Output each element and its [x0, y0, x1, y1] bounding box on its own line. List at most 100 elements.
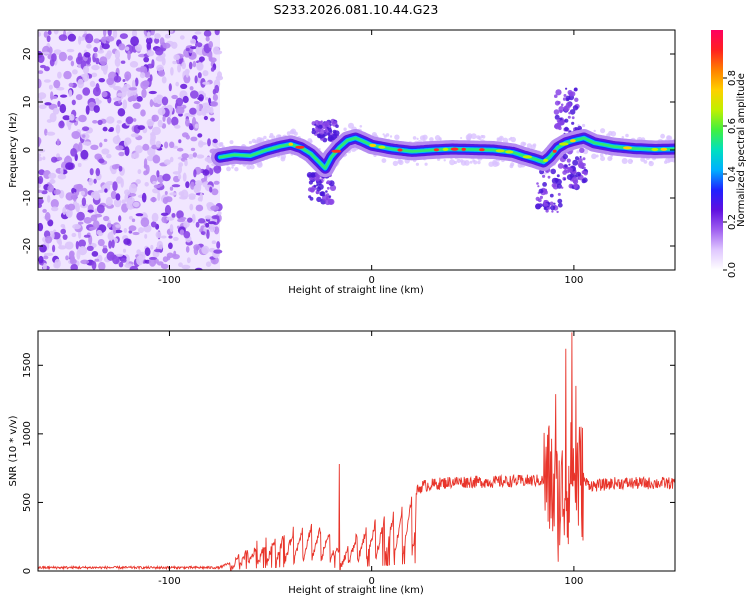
- noise-blob: [213, 180, 220, 185]
- noise-blob: [93, 105, 100, 113]
- ridge-halo: [591, 153, 597, 160]
- noise-blob: [190, 90, 199, 99]
- noise-blob: [159, 182, 163, 187]
- noise-blob: [93, 213, 103, 218]
- colorbar: 0.0 0.2 0.4 0.6 0.8 Normalized spectral ampl…: [711, 30, 747, 278]
- ridge-halo: [226, 166, 231, 172]
- noise-blob: [138, 227, 144, 234]
- x-tick-label: 0: [368, 576, 374, 587]
- noise-blob: [94, 192, 101, 201]
- ridge-disturbance: [315, 126, 318, 129]
- ridge-hotspot: [505, 150, 514, 154]
- ridge-disturbance: [553, 202, 556, 205]
- colorbar-label: Normalized spectral amplitude: [736, 73, 747, 227]
- noise-blob: [101, 148, 110, 155]
- ridge-halo: [498, 135, 504, 141]
- noise-blob: [65, 255, 69, 261]
- noise-blob: [161, 216, 169, 224]
- noise-blob: [188, 193, 196, 199]
- ridge-halo: [280, 153, 287, 160]
- noise-blob: [148, 90, 157, 95]
- noise-blob: [177, 173, 182, 180]
- ridge-hotspot: [450, 147, 459, 151]
- ridge-hotspot: [442, 147, 449, 151]
- noise-blob: [127, 96, 133, 103]
- noise-blob: [57, 173, 67, 180]
- noise-blob: [46, 131, 56, 136]
- ridge-halo: [248, 140, 252, 145]
- noise-blob: [98, 158, 105, 164]
- noise-blob: [192, 152, 198, 158]
- ridge-disturbance: [543, 202, 549, 207]
- noise-blob: [172, 171, 181, 175]
- ridge-disturbance: [549, 193, 554, 198]
- noise-blob: [150, 197, 157, 203]
- noise-blob: [47, 30, 52, 35]
- ridge-disturbance: [335, 124, 339, 128]
- noise-blob: [115, 145, 124, 151]
- y-tick-label: 0: [22, 147, 33, 153]
- noise-blob: [193, 244, 201, 251]
- ridge-disturbance: [554, 114, 560, 120]
- noise-blob: [212, 138, 218, 144]
- snr-frame: [37, 330, 676, 572]
- ridge-disturbance: [316, 196, 322, 203]
- noise-blob: [128, 87, 137, 91]
- ridge-hotspot: [543, 158, 549, 162]
- y-tick-label: 20: [22, 48, 33, 61]
- noise-blob: [132, 102, 140, 109]
- noise-blob: [144, 247, 151, 257]
- noise-blob: [82, 73, 90, 82]
- noise-blob: [78, 246, 88, 256]
- noise-blob: [141, 192, 147, 203]
- ridge-disturbance: [571, 116, 575, 120]
- ridge-halo: [582, 123, 586, 128]
- noise-blob: [71, 131, 81, 139]
- noise-blob: [211, 188, 219, 196]
- ridge-disturbance: [556, 183, 563, 189]
- noise-blob: [89, 80, 96, 87]
- noise-blob: [46, 35, 51, 43]
- noise-blob: [209, 186, 213, 193]
- noise-blob: [127, 88, 134, 99]
- noise-blob: [192, 60, 197, 68]
- noise-blob: [196, 102, 200, 113]
- ridge-hotspot: [433, 148, 439, 152]
- noise-blob: [175, 81, 179, 87]
- noise-blob: [209, 224, 216, 233]
- noise-blob: [94, 52, 98, 59]
- noise-blob: [38, 78, 42, 89]
- noise-blob: [77, 78, 84, 89]
- noise-blob: [48, 84, 53, 90]
- ridge-disturbance: [565, 102, 572, 108]
- ridge-disturbance: [562, 153, 568, 160]
- ridge-disturbance: [553, 109, 560, 115]
- noise-blob: [134, 43, 143, 52]
- ridge-halo: [400, 160, 403, 163]
- noise-blob: [202, 81, 210, 85]
- noise-blob: [60, 94, 68, 98]
- noise-blob: [195, 46, 200, 55]
- noise-blob: [160, 212, 169, 216]
- noise-blob: [212, 46, 220, 55]
- noise-blob: [115, 193, 121, 201]
- noise-blob: [169, 156, 174, 163]
- noise-blob: [158, 70, 166, 77]
- ridge-halo: [481, 135, 486, 139]
- noise-blob: [187, 217, 193, 223]
- ridge-halo: [291, 130, 295, 133]
- noise-blob: [107, 232, 114, 241]
- ridge-halo: [600, 156, 606, 162]
- noise-blob: [128, 225, 137, 232]
- noise-blob: [41, 190, 48, 195]
- ridge-disturbance: [327, 132, 331, 136]
- ridge-disturbance: [324, 199, 331, 206]
- ridge-disturbance: [539, 195, 544, 199]
- noise-blob: [65, 192, 74, 201]
- noise-blob: [62, 115, 71, 121]
- noise-blob: [68, 89, 73, 98]
- noise-blob: [162, 42, 171, 49]
- ridge-disturbance: [568, 167, 573, 173]
- noise-blob: [122, 248, 127, 253]
- ridge-disturbance: [315, 177, 321, 182]
